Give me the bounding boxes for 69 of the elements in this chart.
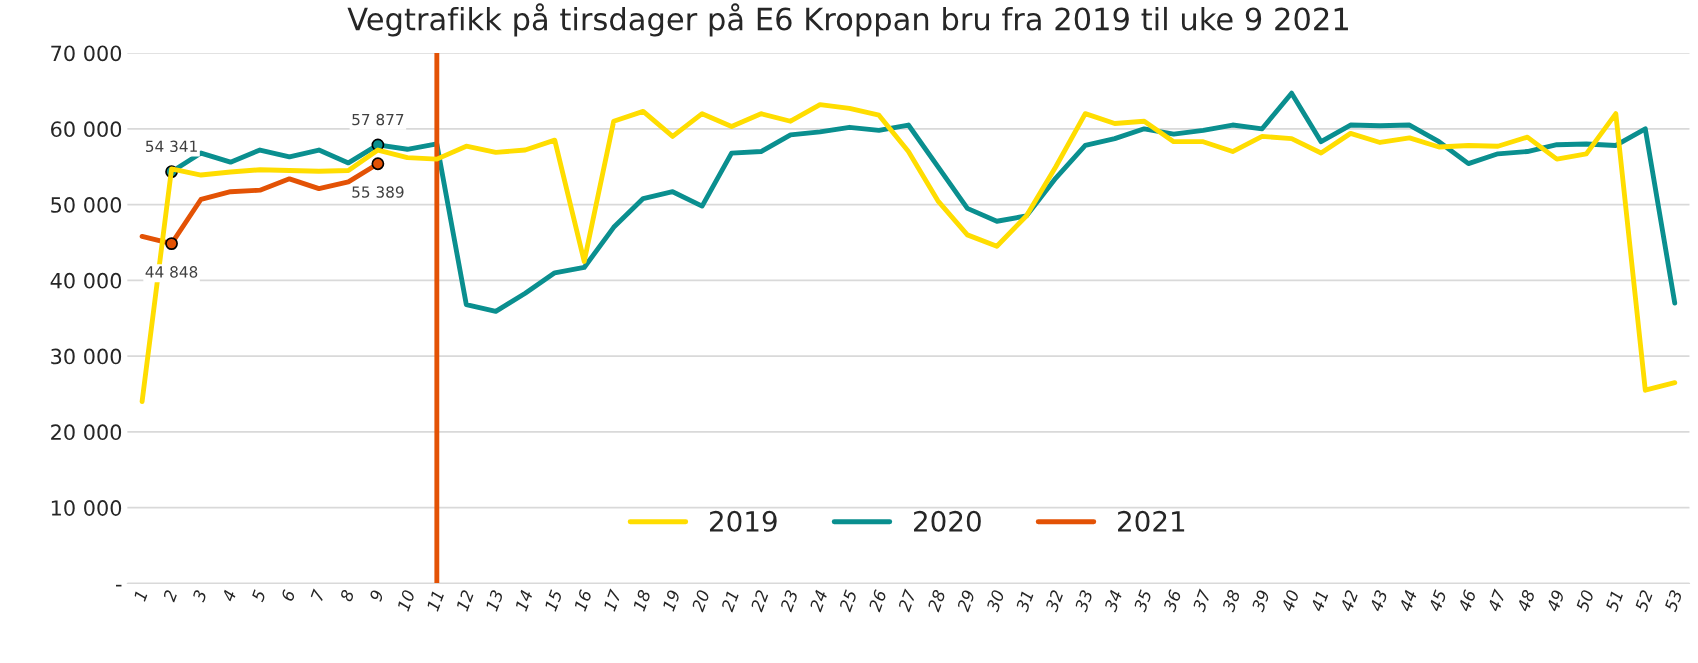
x-tick-label: 22	[750, 589, 769, 613]
x-tick-label: 6	[280, 589, 296, 602]
x-tick-label: 31	[1015, 590, 1034, 613]
x-tick-label: 47	[1487, 588, 1506, 613]
y-tick-label: 20 000	[51, 424, 122, 441]
x-tick-label: 46	[1457, 589, 1477, 613]
x-tick-label: 51	[1605, 590, 1624, 613]
x-tick-label: 25	[838, 589, 858, 613]
x-tick-label: 28	[927, 589, 946, 613]
x-tick-label: 15	[544, 589, 563, 612]
x-tick-label: 10	[396, 589, 416, 612]
x-tick-label: 39	[1251, 589, 1270, 613]
x-tick-label: 18	[632, 589, 652, 612]
y-tick-label: 60 000	[51, 121, 122, 138]
x-tick-label: 37	[1192, 588, 1212, 613]
x-tick-label: 20	[691, 589, 710, 613]
x-tick-label: 43	[1369, 589, 1388, 613]
x-tick-label: 21	[720, 590, 739, 613]
x-tick-label: 13	[485, 589, 504, 612]
x-tick-label: 23	[779, 589, 799, 613]
x-tick-label: 40	[1280, 589, 1300, 613]
x-tick-label: 35	[1133, 589, 1153, 613]
data-label: 55 389	[352, 186, 404, 198]
x-tick-label: 33	[1074, 589, 1094, 613]
x-tick-label: 14	[514, 589, 533, 612]
x-tick-label: 3	[191, 589, 208, 603]
x-tick-label: 2	[162, 589, 178, 603]
x-tick-label: 17	[603, 588, 622, 612]
chart-title: Vegtrafikk på tirsdager på E6 Kroppan bru fra 2019 til uke 9 2021	[347, 3, 1348, 37]
x-tick-label: 11	[426, 590, 444, 612]
x-tick-label: 5	[251, 589, 267, 603]
y-tick-label: 50 000	[51, 197, 122, 213]
x-tick-label: 45	[1428, 589, 1447, 613]
x-tick-label: 16	[573, 589, 593, 612]
x-tick-label: 9	[369, 589, 384, 602]
x-tick-label: 34	[1103, 589, 1123, 613]
y-tick-label: 10 000	[51, 500, 122, 516]
x-tick-label: 42	[1339, 589, 1359, 613]
x-tick-label: 30	[985, 589, 1005, 613]
data-label: 57 877	[352, 113, 404, 126]
x-tick-label: 44	[1398, 589, 1418, 613]
x-tick-label: 36	[1162, 589, 1182, 613]
x-tick-label: 50	[1575, 589, 1595, 613]
legend-label: 2021	[1118, 510, 1185, 532]
x-tick-label: 53	[1663, 589, 1683, 613]
x-tick-label: 12	[455, 589, 474, 612]
x-tick-label: 19	[661, 589, 681, 612]
x-tick-label: 26	[868, 589, 887, 613]
x-tick-label: 32	[1044, 589, 1064, 613]
x-tick-label: 27	[897, 588, 917, 613]
x-tick-label: 38	[1221, 589, 1241, 613]
x-tick-label: 49	[1546, 589, 1565, 613]
legend-label: 2020	[914, 510, 981, 532]
x-tick-label: 41	[1310, 590, 1329, 613]
data-label: 44 848	[145, 266, 198, 278]
y-tick-label: 30 000	[51, 348, 122, 365]
x-tick-label: 52	[1634, 589, 1654, 613]
y-tick-label: 70 000	[51, 45, 122, 62]
x-tick-label: 29	[956, 589, 976, 613]
y-tick-label: 40 000	[50, 272, 122, 289]
y-tick-label: -	[115, 584, 122, 587]
x-tick-label: 1	[133, 590, 148, 602]
data-label: 54 341	[146, 140, 197, 153]
x-tick-label: 7	[310, 588, 326, 602]
x-tick-label: 4	[221, 589, 237, 603]
x-tick-label: 8	[339, 589, 355, 603]
x-tick-label: 24	[809, 589, 828, 613]
legend-label: 2019	[709, 510, 777, 532]
x-tick-label: 48	[1516, 589, 1536, 613]
